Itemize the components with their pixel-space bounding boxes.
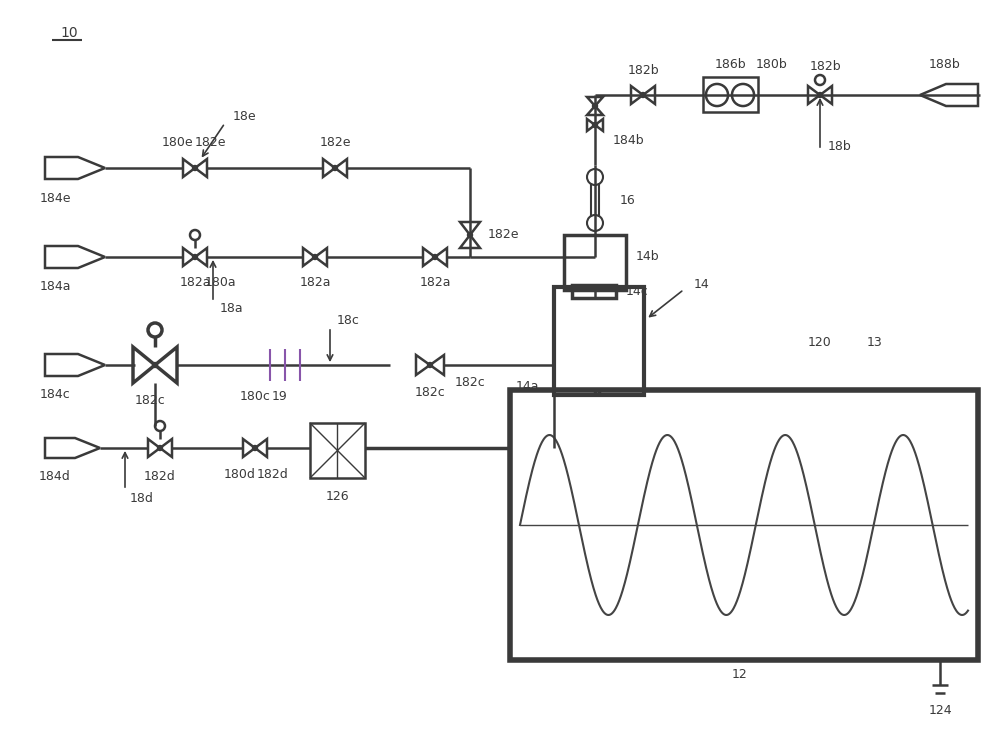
Text: 184a: 184a	[39, 281, 71, 293]
Text: 12: 12	[732, 669, 748, 681]
Text: 180b: 180b	[756, 59, 788, 71]
Text: 182c: 182c	[135, 394, 165, 406]
Text: 180c: 180c	[240, 391, 270, 403]
Text: 182a: 182a	[419, 276, 451, 288]
Bar	[564, 235, 626, 290]
Circle shape	[592, 103, 598, 108]
Text: 180e: 180e	[161, 137, 193, 149]
Text: 18a: 18a	[220, 302, 244, 316]
Text: 184d: 184d	[39, 470, 71, 482]
Bar	[310, 423, 365, 478]
Text: 14: 14	[694, 278, 710, 291]
Text: 188b: 188b	[929, 59, 961, 71]
Text: 18b: 18b	[828, 140, 852, 154]
Text: 14c: 14c	[626, 285, 649, 298]
Text: 19: 19	[272, 391, 288, 403]
Text: 13: 13	[867, 337, 883, 349]
Text: 126: 126	[325, 490, 349, 502]
Text: 182d: 182d	[144, 470, 176, 482]
Circle shape	[152, 363, 158, 368]
Text: 14a: 14a	[516, 380, 539, 394]
Text: 182c: 182c	[415, 386, 445, 400]
Text: 180a: 180a	[204, 276, 236, 288]
Bar	[703, 77, 758, 112]
Text: 18c: 18c	[337, 314, 360, 326]
Bar	[510, 390, 978, 660]
Text: 182e: 182e	[194, 137, 226, 149]
Text: 16: 16	[620, 193, 636, 207]
Text: 182a: 182a	[299, 276, 331, 288]
Circle shape	[640, 92, 646, 97]
Circle shape	[252, 446, 258, 450]
Text: 182b: 182b	[809, 60, 841, 74]
Text: 182c: 182c	[455, 377, 486, 389]
Text: 18d: 18d	[130, 492, 154, 504]
Text: 182b: 182b	[627, 63, 659, 77]
Circle shape	[158, 446, 162, 450]
Text: 180d: 180d	[224, 469, 256, 481]
Text: 18e: 18e	[233, 109, 257, 123]
Bar	[572, 285, 616, 298]
Text: 186b: 186b	[714, 59, 746, 71]
Circle shape	[332, 166, 338, 170]
Text: 184b: 184b	[613, 134, 645, 146]
Text: 182e: 182e	[319, 137, 351, 149]
Circle shape	[192, 255, 198, 259]
Circle shape	[432, 255, 438, 259]
Circle shape	[818, 92, 822, 97]
Text: 10: 10	[60, 26, 78, 40]
Circle shape	[468, 233, 473, 238]
Bar	[554, 287, 644, 395]
Text: 124: 124	[928, 704, 952, 716]
Text: 184c: 184c	[40, 389, 70, 401]
Text: 182a: 182a	[179, 276, 211, 288]
Text: 182d: 182d	[257, 469, 289, 481]
Text: 182e: 182e	[488, 229, 520, 241]
Text: 14b: 14b	[636, 250, 660, 264]
Text: 120: 120	[808, 337, 832, 349]
Circle shape	[592, 123, 598, 128]
Circle shape	[428, 363, 432, 368]
Circle shape	[312, 255, 318, 259]
Circle shape	[192, 166, 198, 170]
Text: 184e: 184e	[39, 192, 71, 204]
